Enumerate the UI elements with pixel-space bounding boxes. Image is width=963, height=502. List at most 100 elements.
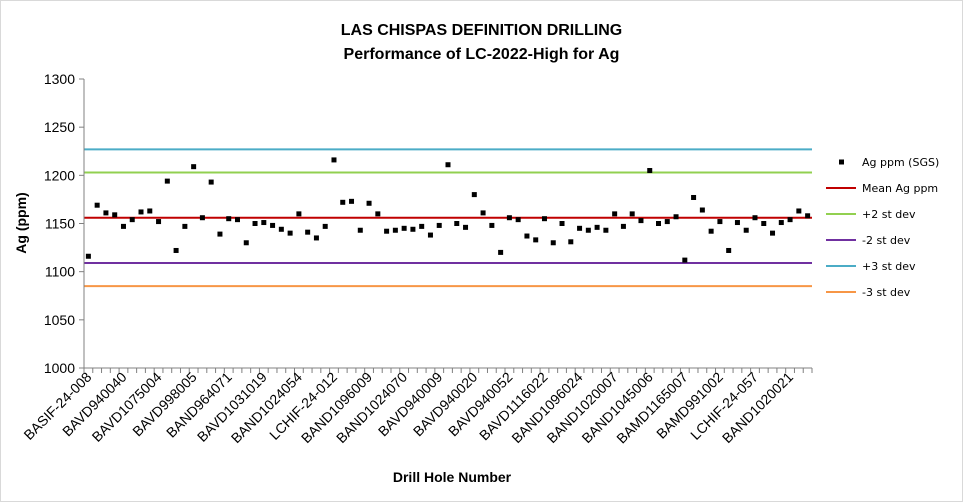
data-point	[454, 221, 460, 226]
data-point	[199, 215, 205, 221]
data-point	[296, 211, 302, 217]
legend-marker	[839, 159, 844, 165]
data-point	[410, 226, 416, 232]
data-point	[112, 212, 118, 218]
data-point	[787, 217, 793, 223]
data-point	[427, 232, 433, 238]
legend-label: Mean Ag ppm	[862, 182, 938, 195]
data-point	[594, 224, 600, 230]
data-point	[603, 227, 609, 233]
data-point	[419, 223, 425, 229]
data-point	[770, 230, 776, 236]
data-point	[577, 225, 583, 231]
y-tick-label: 1300	[44, 71, 75, 87]
data-point	[638, 218, 644, 224]
data-point	[629, 211, 635, 217]
y-tick-label: 1000	[44, 360, 75, 376]
data-point	[436, 222, 442, 228]
data-point	[94, 202, 100, 208]
y-tick-label: 1250	[44, 119, 75, 135]
data-point	[366, 200, 372, 206]
data-point	[463, 224, 469, 230]
data-point	[226, 216, 232, 222]
data-point	[559, 221, 565, 226]
data-point	[761, 221, 767, 226]
data-point	[726, 247, 732, 253]
data-point	[480, 210, 486, 216]
legend-label: +3 st dev	[862, 260, 916, 273]
data-point	[129, 217, 135, 223]
data-point	[120, 223, 126, 229]
data-point	[445, 162, 451, 168]
data-point	[357, 227, 363, 233]
data-point	[612, 211, 618, 217]
data-point	[331, 157, 337, 163]
data-point	[147, 208, 153, 214]
legend-label: -2 st dev	[862, 234, 911, 247]
chart-subtitle: Performance of LC-2022-High for Ag	[343, 46, 620, 63]
data-point	[173, 247, 179, 253]
data-point	[349, 198, 355, 204]
y-tick-label: 1100	[45, 264, 75, 280]
data-point	[471, 192, 477, 198]
x-axis-label: Drill Hole Number	[393, 469, 512, 485]
legend-label: +2 st dev	[862, 208, 916, 221]
data-point	[541, 216, 547, 222]
data-point	[568, 239, 574, 245]
data-point	[191, 164, 197, 170]
data-point	[533, 237, 539, 243]
data-point	[164, 178, 170, 184]
data-point	[392, 227, 398, 233]
data-point	[305, 229, 311, 235]
data-point	[550, 240, 556, 246]
data-point	[287, 230, 293, 236]
data-point	[322, 223, 328, 229]
data-point	[401, 225, 407, 231]
data-point	[85, 253, 91, 259]
data-point	[743, 227, 749, 233]
data-point	[656, 221, 662, 226]
legend-label: Ag ppm (SGS)	[862, 156, 939, 169]
data-point	[489, 222, 495, 228]
data-point	[138, 209, 144, 215]
data-point	[234, 217, 240, 223]
data-point	[252, 221, 258, 226]
data-point	[217, 231, 223, 237]
data-point	[313, 235, 319, 241]
data-point	[647, 168, 653, 174]
data-point	[261, 220, 267, 226]
data-point	[778, 220, 784, 226]
y-axis-label: Ag (ppm)	[13, 192, 29, 253]
data-point	[752, 215, 758, 221]
data-point	[585, 227, 591, 233]
data-point	[805, 213, 811, 219]
data-point	[506, 215, 512, 221]
data-point	[375, 211, 381, 217]
data-point	[691, 194, 697, 200]
data-point	[515, 217, 521, 223]
data-point	[243, 240, 249, 246]
y-tick-label: 1200	[44, 167, 75, 183]
data-point	[384, 228, 390, 234]
data-point	[208, 179, 214, 185]
data-point	[796, 208, 802, 214]
data-point	[734, 220, 740, 226]
data-point	[708, 228, 714, 234]
data-point	[699, 207, 705, 213]
data-point	[717, 219, 723, 225]
data-point	[682, 257, 688, 263]
data-point	[340, 199, 346, 205]
legend-label: -3 st dev	[862, 286, 911, 299]
data-point	[620, 223, 626, 229]
data-point	[278, 226, 284, 232]
data-point	[664, 219, 670, 225]
y-tick-label: 1150	[45, 216, 75, 232]
data-point	[498, 249, 504, 255]
chart-title: LAS CHISPAS DEFINITION DRILLING	[340, 22, 623, 39]
data-point	[673, 214, 679, 220]
data-point	[524, 233, 530, 239]
data-point	[182, 223, 188, 229]
data-point	[270, 222, 276, 228]
y-tick-label: 1050	[44, 312, 75, 328]
